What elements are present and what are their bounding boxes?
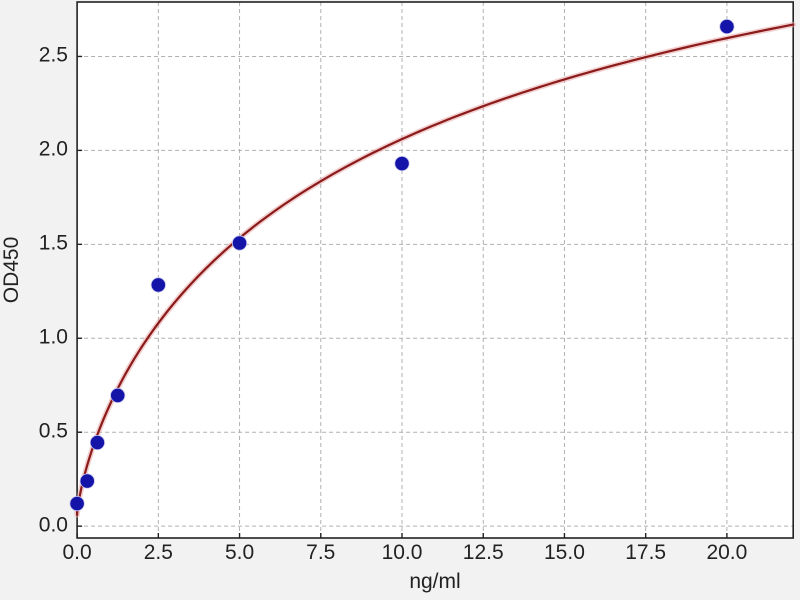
svg-text:1.0: 1.0 [39, 326, 68, 349]
svg-text:17.5: 17.5 [625, 541, 666, 564]
svg-text:15.0: 15.0 [544, 541, 585, 564]
svg-text:2.5: 2.5 [39, 44, 68, 67]
svg-text:0.0: 0.0 [39, 514, 68, 537]
svg-text:20.0: 20.0 [706, 541, 747, 564]
svg-text:2.0: 2.0 [39, 138, 68, 161]
svg-text:ng/ml: ng/ml [409, 570, 460, 593]
svg-text:10.0: 10.0 [382, 541, 423, 564]
svg-text:OD450: OD450 [0, 237, 23, 304]
svg-text:2.5: 2.5 [144, 541, 173, 564]
svg-text:12.5: 12.5 [463, 541, 504, 564]
svg-text:0.0: 0.0 [62, 541, 91, 564]
svg-text:1.5: 1.5 [39, 232, 68, 255]
svg-text:5.0: 5.0 [225, 541, 254, 564]
svg-text:7.5: 7.5 [306, 541, 335, 564]
svg-text:0.5: 0.5 [39, 420, 68, 443]
